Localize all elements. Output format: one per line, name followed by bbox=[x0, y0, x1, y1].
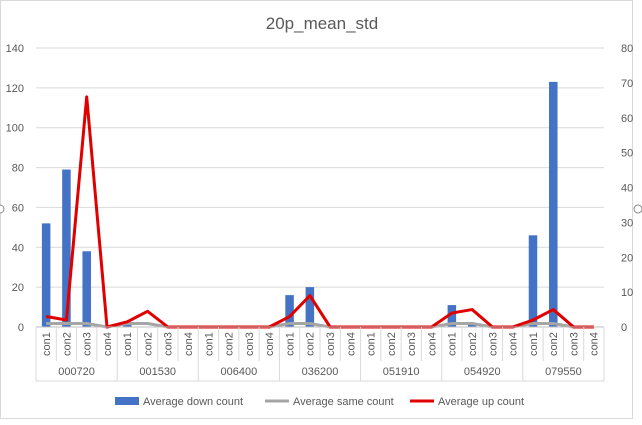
bar bbox=[549, 81, 558, 327]
bar bbox=[62, 169, 71, 327]
x-group-label: 001530 bbox=[139, 366, 176, 378]
x-subcategory-label: con3 bbox=[406, 332, 418, 356]
gridlines bbox=[36, 47, 604, 288]
resize-handle-left[interactable] bbox=[0, 204, 5, 214]
y2-tick-label: 80 bbox=[621, 43, 633, 55]
chart-title: 20p_mean_std bbox=[266, 14, 378, 33]
x-subcategory-label: con1 bbox=[528, 332, 540, 356]
x-group-label: 079550 bbox=[545, 366, 582, 378]
bar bbox=[123, 325, 132, 327]
x-subcategory-label: con1 bbox=[122, 332, 134, 356]
y-tick-label: 60 bbox=[12, 202, 24, 214]
y2-tick-label: 40 bbox=[621, 183, 633, 195]
y2-tick-label: 30 bbox=[621, 217, 633, 229]
bar bbox=[285, 295, 294, 327]
y-tick-label: 100 bbox=[6, 123, 24, 135]
x-subcategory-label: con4 bbox=[264, 332, 276, 356]
bar bbox=[447, 305, 457, 327]
y2-tick-label: 10 bbox=[621, 287, 633, 299]
x-subcategory-label: con4 bbox=[426, 332, 438, 356]
x-subcategory-label: con2 bbox=[386, 332, 398, 356]
x-subcategory-label: con2 bbox=[548, 332, 560, 356]
bar bbox=[528, 235, 538, 327]
legend-label: Average down count bbox=[143, 396, 243, 408]
bar bbox=[82, 251, 91, 327]
resize-handle-right[interactable] bbox=[633, 204, 642, 214]
x-subcategory-label: con3 bbox=[487, 332, 499, 356]
x-subcategory-label: con1 bbox=[284, 332, 296, 356]
x-subcategory-label: con2 bbox=[224, 332, 236, 356]
y-tick-label: 40 bbox=[12, 242, 24, 254]
y-tick-label: 140 bbox=[6, 43, 24, 55]
x-subcategory-label: con4 bbox=[589, 332, 601, 356]
x-group-label: 051910 bbox=[383, 366, 420, 378]
x-subcategory-label: con1 bbox=[41, 332, 53, 356]
bar bbox=[305, 287, 315, 327]
x-subcategory-label: con2 bbox=[467, 332, 479, 356]
x-subcategory-label: con1 bbox=[447, 332, 459, 356]
y2-tick-label: 60 bbox=[621, 113, 633, 125]
axes: 0 20 40 60 80 100 120 140 0 10 20 30 40 50 60 70 80 con1 c… bbox=[6, 43, 633, 382]
x-subcategory-label: con3 bbox=[325, 332, 337, 356]
x-subcategory-label: con3 bbox=[82, 332, 94, 356]
legend-label: Average same count bbox=[293, 396, 394, 408]
x-subcategory-label: con2 bbox=[305, 332, 317, 356]
x-subcategory-label: con4 bbox=[102, 332, 114, 356]
x-subcategory-label: con4 bbox=[345, 332, 357, 356]
legend: Average down count Average same count Aver… bbox=[115, 396, 524, 408]
y-tick-label: 80 bbox=[12, 163, 24, 175]
x-subcategory-label: con3 bbox=[568, 332, 580, 356]
x-subcategory-label: con3 bbox=[163, 332, 175, 356]
x-subcategory-label: con1 bbox=[366, 332, 378, 356]
x-subcategory-label: con4 bbox=[183, 332, 195, 356]
x-subcategory-label: con2 bbox=[142, 332, 154, 356]
x-group-label: 000720 bbox=[58, 366, 95, 378]
y2-tick-label: 50 bbox=[621, 148, 633, 160]
x-group-label: 006400 bbox=[220, 366, 257, 378]
legend-label: Average up count bbox=[438, 396, 524, 408]
y-tick-label: 20 bbox=[12, 282, 24, 294]
bar bbox=[467, 325, 477, 327]
y-tick-label: 120 bbox=[6, 83, 24, 95]
y2-tick-label: 20 bbox=[621, 252, 633, 264]
x-subcategory-label: con3 bbox=[244, 332, 256, 356]
x-group-label: 036200 bbox=[302, 366, 339, 378]
bar-series-layer bbox=[41, 81, 558, 327]
x-group-label: 054920 bbox=[464, 366, 501, 378]
bar bbox=[41, 223, 51, 327]
x-subcategory-label: con4 bbox=[508, 332, 520, 356]
y2-tick-label: 0 bbox=[621, 322, 627, 334]
chart-area bbox=[0, 0, 633, 419]
legend-swatch bbox=[115, 397, 139, 405]
y2-tick-label: 70 bbox=[621, 78, 633, 90]
y-tick-label: 0 bbox=[18, 322, 24, 334]
x-subcategory-label: con2 bbox=[61, 332, 73, 356]
x-subcategory-label: con1 bbox=[203, 332, 215, 356]
